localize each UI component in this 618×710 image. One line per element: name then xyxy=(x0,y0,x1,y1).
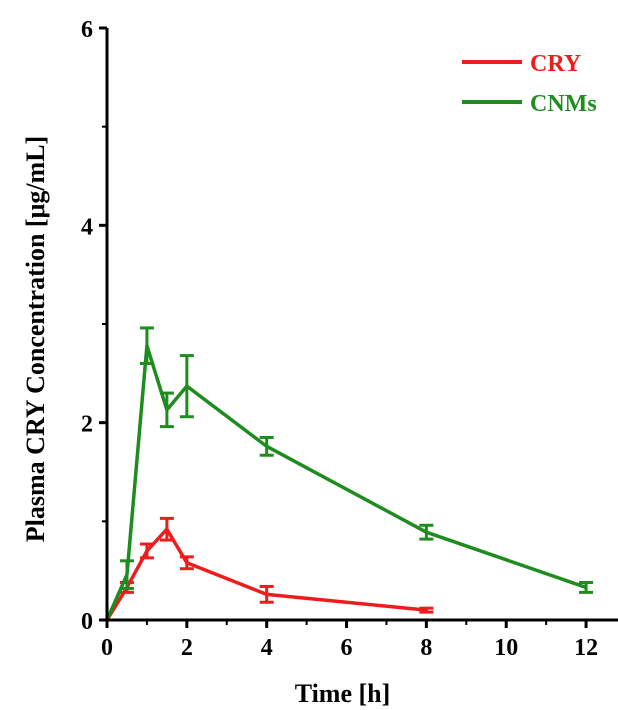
y-tick-label: 4 xyxy=(81,214,93,240)
error-bar xyxy=(179,555,194,571)
legend-item-cry: CRY xyxy=(462,51,581,77)
error-bar xyxy=(259,584,274,604)
y-ticks: 0 2 4 6 xyxy=(81,17,107,635)
y-tick-label: 2 xyxy=(81,412,93,438)
error-bar xyxy=(179,354,194,419)
legend: CRY CNMs xyxy=(462,51,597,117)
error-bar xyxy=(139,326,154,365)
y-tick-label: 0 xyxy=(81,609,93,635)
error-bar xyxy=(159,391,174,429)
legend-label: CNMs xyxy=(530,91,597,117)
error-bar xyxy=(259,435,274,457)
x-tick-label: 10 xyxy=(494,635,518,661)
x-tick-label: 2 xyxy=(181,635,193,661)
x-axis-title: Time [h] xyxy=(295,679,391,708)
plot-area xyxy=(105,326,594,621)
series-cnms xyxy=(105,326,594,621)
y-tick-label: 6 xyxy=(81,17,93,43)
x-tick-label: 8 xyxy=(420,635,432,661)
y-axis-title: Plasma CRY Concentration [μg/mL] xyxy=(21,136,50,542)
axes: 0 2 4 6 8 10 12 0 2 4 6 xyxy=(81,17,618,661)
series-line-cnms xyxy=(105,343,587,621)
legend-label: CRY xyxy=(530,51,581,77)
series-line-cry xyxy=(105,527,427,621)
x-tick-label: 12 xyxy=(574,635,598,661)
error-bar xyxy=(419,523,434,541)
x-ticks: 0 2 4 6 8 10 12 xyxy=(101,620,598,661)
error-bar xyxy=(139,542,154,560)
x-tick-label: 4 xyxy=(261,635,273,661)
error-bar xyxy=(579,581,594,594)
series-cry xyxy=(105,516,434,621)
x-tick-label: 0 xyxy=(101,635,113,661)
legend-item-cnms: CNMs xyxy=(462,91,597,117)
error-bar xyxy=(119,559,134,590)
x-tick-label: 6 xyxy=(341,635,353,661)
error-bar xyxy=(419,606,434,614)
error-bar xyxy=(159,516,174,542)
